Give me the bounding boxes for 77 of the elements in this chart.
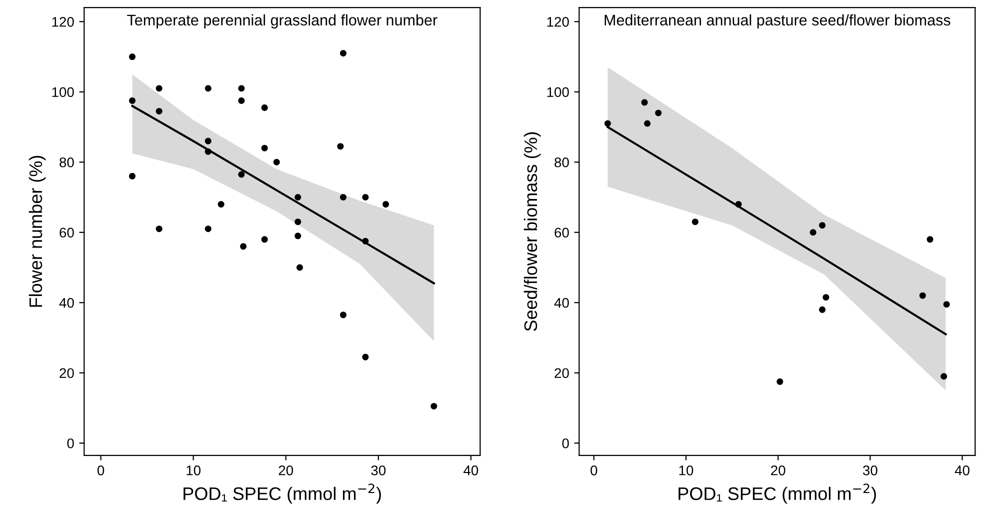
point [641,99,648,106]
point [340,312,346,318]
point [655,110,662,116]
point [735,201,742,208]
point [294,194,302,201]
y-axis-title: Flower number (%) [28,156,46,307]
point [156,85,162,92]
chart-title: Mediterranean annual pasture seed/flower biomass [604,14,950,29]
point [382,201,390,208]
point [238,85,245,92]
point [337,143,344,150]
point [156,108,162,114]
y-tick-label: 80 [60,157,74,168]
point [218,201,224,208]
y-tick-label: 60 [554,228,569,238]
y-tick-label: 120 [547,16,569,27]
y-tick-label: 80 [554,157,569,168]
point [943,301,950,308]
y-tick-label: 20 [554,368,569,378]
x-tick-label: 20 [278,465,294,476]
point [129,54,136,60]
y-tick-label: 100 [52,87,74,98]
y-tick-label: 100 [547,87,569,98]
x-tick-label: 10 [679,465,694,476]
y-tick-label: 60 [60,228,74,238]
point [940,373,948,380]
y-tick-label: 20 [60,368,74,378]
x-tick-label: 40 [954,465,970,476]
point [819,306,826,313]
point [273,158,280,166]
point [204,226,212,232]
point [362,194,369,201]
point [776,378,784,385]
point [156,226,162,232]
point [819,222,826,229]
point [238,97,245,104]
point [362,354,369,360]
point [240,243,247,250]
point [129,97,136,104]
point [261,144,268,152]
point [340,50,346,57]
point [204,85,212,92]
point [294,218,302,226]
point [430,402,438,410]
x-tick-label: 0 [590,465,598,476]
point [362,238,369,244]
x-tick-label: 30 [371,465,386,476]
point [238,171,245,178]
y-axis-title: Seed/flower biomass (%) [524,132,541,332]
point [204,148,212,155]
y-tick-label: 0 [67,438,74,448]
point [644,120,651,127]
x-tick-label: 40 [463,465,478,476]
y-tick-label: 0 [562,438,569,448]
point [261,236,268,243]
x-axis-title: POD₁ SPEC (mmol m$^{−2}$) [678,484,876,504]
x-tick-label: 0 [97,465,104,476]
point [261,104,268,111]
point [692,218,698,226]
y-tick-label: 40 [59,298,74,308]
point [340,194,346,201]
point [822,294,830,301]
y-tick-label: 40 [554,298,569,308]
point [294,232,302,240]
point [926,236,934,243]
point [604,120,611,127]
x-axis-title: POD₁ SPEC (mmol m$^{−2}$) [184,484,381,504]
x-tick-label: 20 [771,465,786,476]
chart-title: Temperate perennial grassland flower number [127,14,438,29]
x-tick-label: 10 [186,465,201,476]
point [129,172,136,180]
y-tick-label: 120 [52,16,74,27]
point [296,264,303,271]
point [919,292,926,299]
point [810,229,816,236]
point [204,138,212,144]
x-tick-label: 30 [862,465,878,476]
